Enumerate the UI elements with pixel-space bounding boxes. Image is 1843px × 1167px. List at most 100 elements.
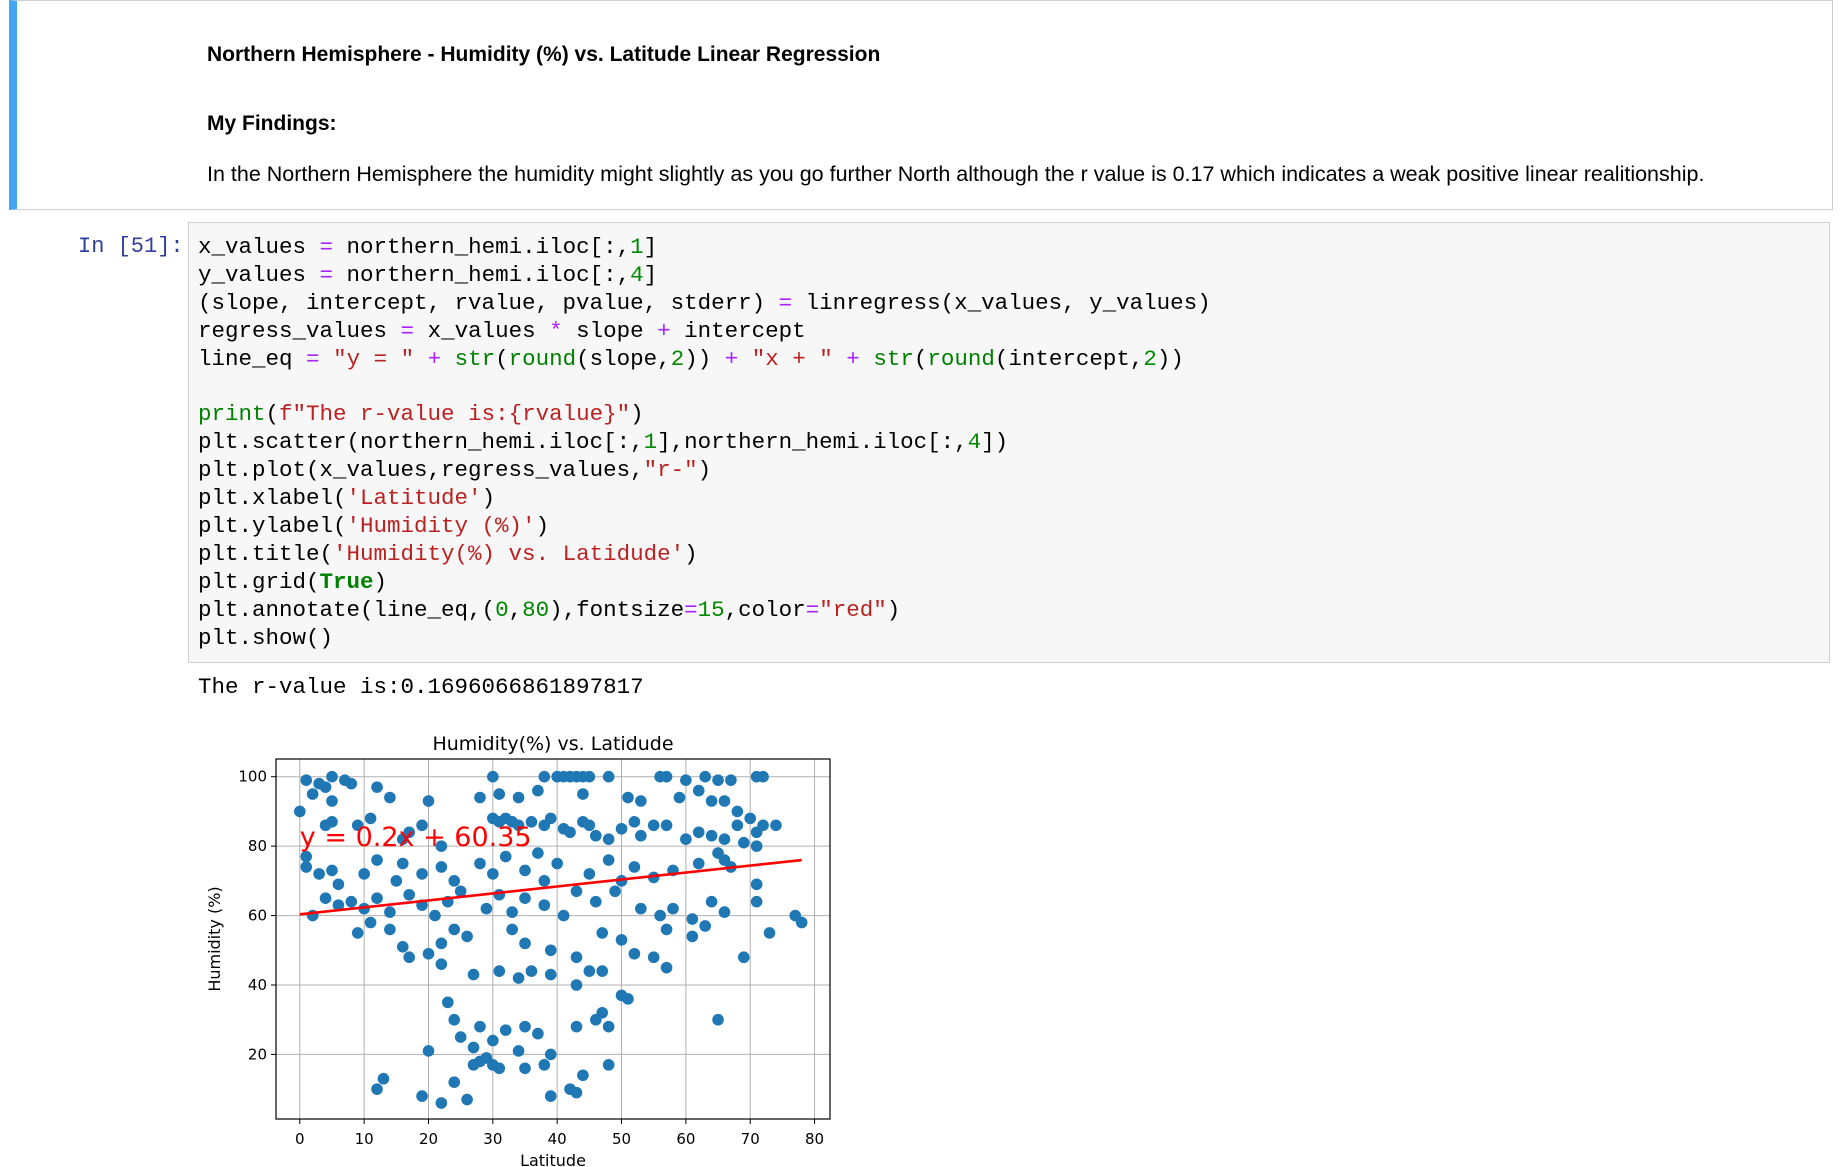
data-point <box>332 878 345 891</box>
data-point <box>506 906 518 918</box>
data-point <box>448 875 461 887</box>
data-point <box>467 1041 480 1054</box>
data-point <box>326 864 338 877</box>
code-line: regress_values = x_values * slope + inte… <box>198 317 806 344</box>
data-point <box>602 833 615 845</box>
data-point <box>422 1045 435 1057</box>
code-line: plt.show() <box>198 624 334 651</box>
data-point <box>705 895 718 908</box>
data-point <box>544 1090 557 1102</box>
data-point <box>718 833 731 845</box>
data-point <box>403 951 415 964</box>
data-point <box>306 788 319 800</box>
x-tick-label: 20 <box>419 1130 438 1148</box>
data-point <box>763 927 776 939</box>
x-axis-label: Latitude <box>520 1151 586 1167</box>
data-point <box>570 951 583 964</box>
data-point <box>300 774 313 786</box>
code-line: plt.grid(True) <box>198 568 388 595</box>
data-point <box>351 927 364 939</box>
data-point <box>403 826 415 839</box>
y-tick-label: 40 <box>248 976 267 994</box>
data-point <box>699 920 711 932</box>
data-point <box>371 854 383 866</box>
data-point <box>731 819 744 832</box>
data-point <box>744 812 757 825</box>
data-point <box>364 812 377 825</box>
data-point <box>448 1013 461 1026</box>
data-point <box>435 937 448 950</box>
annotation: y = 0.2x + 60.35 <box>300 822 532 853</box>
data-point <box>628 861 641 873</box>
code-line: plt.xlabel('Latitude') <box>198 485 496 512</box>
data-point <box>628 947 641 960</box>
data-point <box>557 909 570 922</box>
data-point <box>583 770 596 783</box>
x-tick-label: 40 <box>548 1130 567 1148</box>
data-point <box>390 875 403 887</box>
data-point <box>326 816 338 828</box>
cell-prompt: In [51]: <box>78 234 184 259</box>
x-tick-label: 70 <box>741 1130 760 1148</box>
data-point <box>448 1076 461 1089</box>
x-tick-label: 30 <box>483 1130 502 1148</box>
data-point <box>519 864 531 877</box>
data-point <box>480 902 493 915</box>
data-point <box>435 861 448 873</box>
code-input[interactable]: x_values = northern_hemi.iloc[:,1] y_valu… <box>188 222 1830 663</box>
data-point <box>660 961 673 974</box>
data-point <box>384 923 396 936</box>
x-tick-label: 80 <box>805 1130 824 1148</box>
data-point <box>628 816 641 828</box>
data-point <box>519 892 531 905</box>
data-point <box>602 1020 615 1033</box>
data-point <box>435 958 448 970</box>
data-point <box>564 826 576 839</box>
data-point <box>416 819 428 832</box>
data-point <box>596 1006 609 1019</box>
data-point <box>326 770 338 783</box>
data-point <box>699 770 711 783</box>
data-point <box>493 1062 506 1075</box>
y-axis-label: Humidity (%) <box>205 886 224 991</box>
data-point <box>622 791 634 804</box>
data-point <box>422 947 435 960</box>
code-line: plt.ylabel('Humidity (%)') <box>198 513 550 539</box>
data-point <box>583 965 596 977</box>
data-point <box>737 836 750 849</box>
data-point <box>609 885 621 898</box>
data-point <box>441 996 454 1009</box>
data-point <box>692 784 705 797</box>
data-point <box>712 1013 724 1026</box>
data-point <box>570 979 583 991</box>
y-tick-label: 80 <box>248 837 267 855</box>
data-point <box>583 819 596 832</box>
data-point <box>673 791 686 804</box>
data-point <box>589 829 602 842</box>
code-line: y_values = northern_hemi.iloc[:,4] <box>198 261 658 288</box>
data-point <box>647 951 660 964</box>
data-point <box>660 923 673 936</box>
data-point <box>602 1059 615 1071</box>
data-point <box>403 888 415 901</box>
code-line: plt.plot(x_values,regress_values,"r-") <box>198 457 712 484</box>
data-point <box>519 937 531 950</box>
data-point <box>371 892 383 905</box>
data-point <box>345 777 358 790</box>
data-point <box>538 1059 551 1071</box>
data-point <box>583 868 596 880</box>
data-point <box>351 819 364 832</box>
data-point <box>532 784 544 797</box>
data-point <box>680 833 692 845</box>
data-point <box>313 868 325 880</box>
data-point <box>384 906 396 918</box>
data-point <box>326 795 338 807</box>
data-point <box>757 770 769 783</box>
data-point <box>538 770 551 783</box>
data-point <box>705 829 718 842</box>
data-point <box>596 965 609 977</box>
data-point <box>570 1086 583 1099</box>
data-point <box>474 791 486 804</box>
data-point <box>686 930 699 943</box>
data-point <box>660 819 673 832</box>
